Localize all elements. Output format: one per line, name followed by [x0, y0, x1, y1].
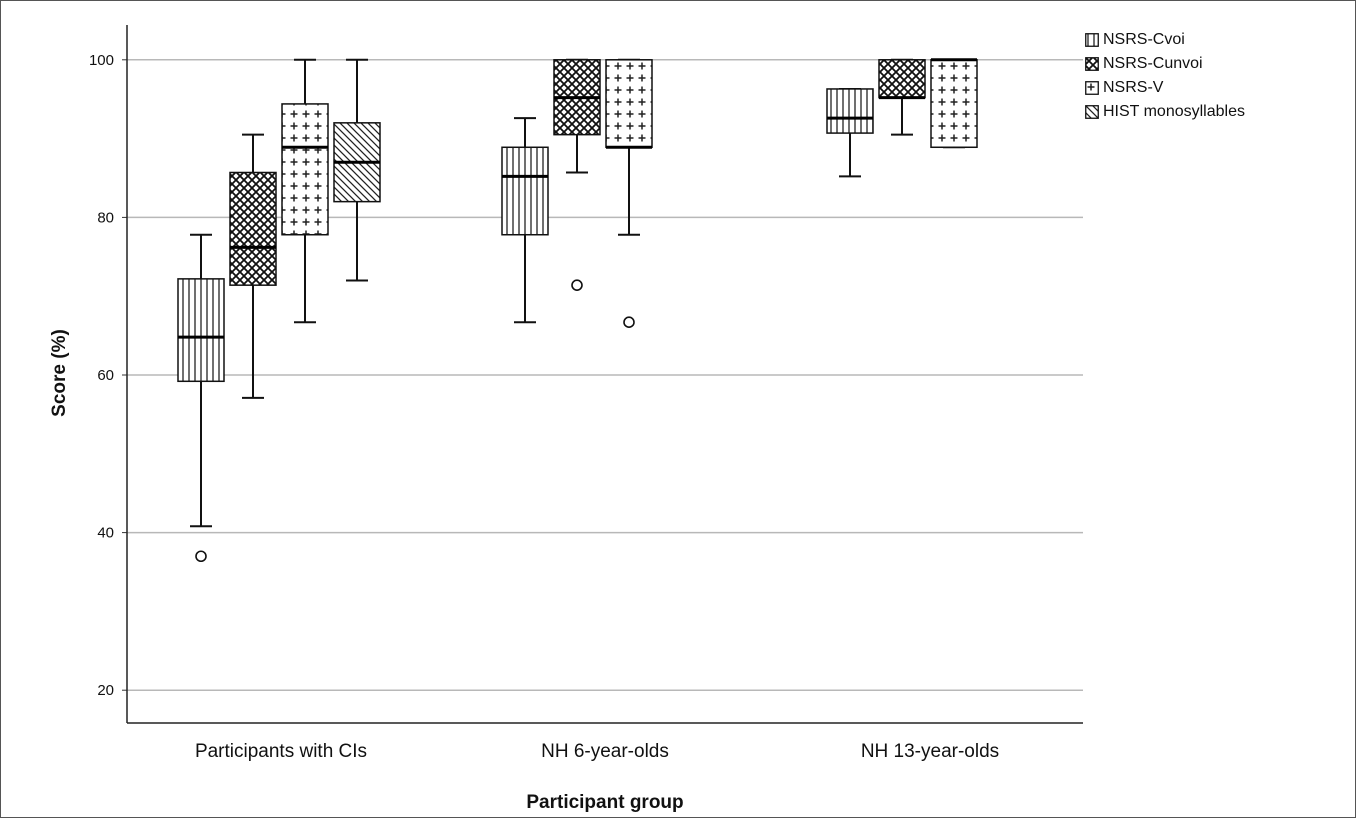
- box-nsrs-v: [930, 58, 978, 149]
- legend-swatch: [1085, 105, 1099, 119]
- legend-swatch: [1085, 57, 1099, 71]
- box-iqr: [605, 59, 653, 149]
- legend-item: HIST monosyllables: [1085, 100, 1245, 124]
- x-axis-title: Participant group: [526, 792, 684, 813]
- legend-item: NSRS-Cvoi: [1085, 28, 1245, 52]
- outlier-point: [623, 316, 635, 329]
- box-nsrs-cvoi: [826, 87, 874, 178]
- y-tick-label: 80: [97, 209, 114, 226]
- y-tick-label: 60: [97, 367, 114, 384]
- box-iqr: [501, 146, 549, 236]
- legend: NSRS-Cvoi NSRS-Cunvoi NSRS-V HIST monosylla…: [1085, 28, 1245, 124]
- x-tick-label: NH 6-year-olds: [541, 741, 669, 762]
- legend-swatch: [1085, 33, 1099, 47]
- boxes: [177, 58, 978, 563]
- gridlines: [127, 59, 1083, 691]
- box-iqr: [177, 278, 225, 383]
- legend-label: HIST monosyllables: [1103, 103, 1245, 120]
- box-nsrs-v: [605, 58, 653, 329]
- box-iqr: [878, 59, 926, 99]
- axes: 20 40 60 80 100 Participants with CIs NH 6-yea…: [89, 25, 1083, 762]
- y-tick-label: 20: [97, 682, 114, 699]
- box-nsrs-cvoi: [501, 117, 549, 324]
- box-nsrs-cunvoi: [878, 58, 926, 136]
- legend-item: NSRS-V: [1085, 76, 1245, 100]
- box-nsrs-v: [281, 58, 329, 324]
- box-iqr: [930, 59, 978, 149]
- legend-item: NSRS-Cunvoi: [1085, 52, 1245, 76]
- box-nsrs-cunvoi: [229, 133, 277, 399]
- y-tick-label: 40: [97, 525, 114, 542]
- legend-swatch: [1085, 81, 1099, 95]
- box-iqr: [229, 171, 277, 286]
- x-tick-label: NH 13-year-olds: [861, 741, 999, 762]
- box-hist-monosyllables: [333, 58, 381, 282]
- box-iqr: [826, 88, 874, 134]
- y-tick-label: 100: [89, 52, 114, 69]
- box-iqr: [281, 103, 329, 236]
- outlier-point: [195, 550, 207, 563]
- legend-label: NSRS-V: [1103, 79, 1164, 96]
- legend-label: NSRS-Cunvoi: [1103, 55, 1203, 72]
- box-nsrs-cvoi: [177, 233, 225, 563]
- outlier-point: [571, 279, 583, 291]
- x-tick-label: Participants with CIs: [195, 741, 367, 762]
- y-axis-title: Score (%): [49, 329, 70, 417]
- legend-label: NSRS-Cvoi: [1103, 31, 1185, 48]
- box-nsrs-cunvoi: [553, 58, 601, 291]
